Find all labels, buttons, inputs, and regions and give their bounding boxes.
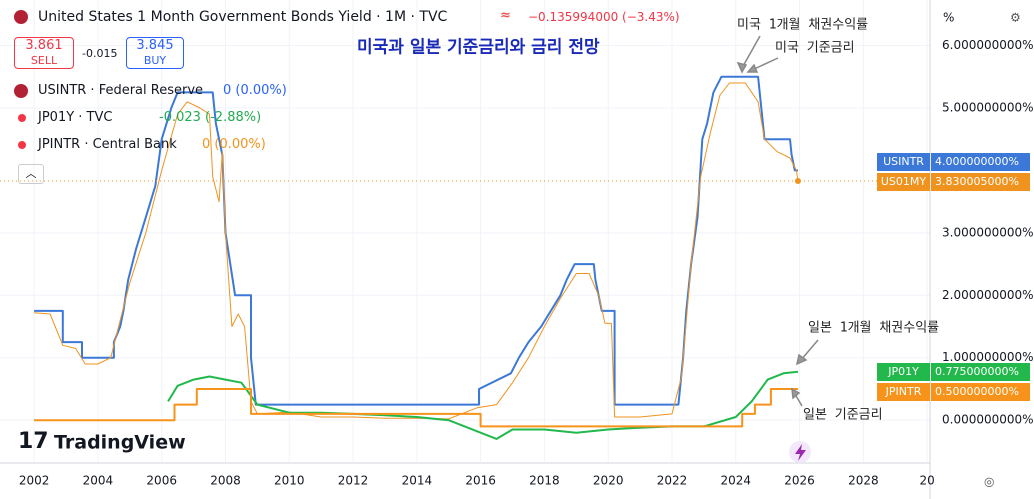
y-tick-label: 3.000000000%: [942, 225, 1034, 239]
y-tick-label: 1.000000000%: [942, 350, 1034, 364]
logo-mark: 17: [18, 429, 49, 454]
x-tick-label: 2004: [83, 474, 114, 488]
spread: -0.015: [82, 47, 118, 60]
sell-price: 3.861: [25, 38, 63, 53]
annotation: 일본 1개월 채권수익률: [808, 321, 939, 336]
legend-value: 0 (0.00%): [202, 137, 266, 152]
x-tick-label: 2012: [338, 474, 369, 488]
chart-title: 미국과 일본 기준금리와 금리 전망: [357, 38, 600, 58]
x-tick-label: 2006: [146, 474, 177, 488]
price-label-value: 0.500000000%: [931, 383, 1030, 401]
legend-label: USINTR · Federal Reserve: [38, 83, 204, 98]
x-tick-label: 2014: [402, 474, 433, 488]
y-tick-label: 2.000000000%: [942, 288, 1034, 302]
compare-icon[interactable]: ≈: [500, 8, 511, 23]
buy-price: 3.845: [136, 38, 174, 53]
series-line: [167, 370, 799, 440]
annotation: 미국 1개월 채권수익률: [737, 18, 868, 33]
legend-label: JPINTR · Central Bank: [38, 137, 177, 152]
price-label-name: US01MY: [877, 173, 930, 191]
icon-bolt: [795, 444, 806, 461]
legend-value: -0.023 (-2.88%): [159, 110, 262, 125]
x-tick-label: 2016: [465, 474, 496, 488]
series-line: [34, 388, 798, 428]
y-tick-label: 0.000000000%: [942, 413, 1034, 427]
x-tick-label: 2022: [657, 474, 688, 488]
x-tick-label: 2002: [19, 474, 50, 488]
price-label-value: 4.000000000%: [931, 153, 1030, 171]
flag: [14, 10, 28, 24]
sell-label: SELL: [30, 54, 58, 67]
x-tick-label: 2008: [210, 474, 241, 488]
collapse-button[interactable]: ︿: [18, 164, 44, 184]
y-tick-label: 5.000000000%: [942, 101, 1034, 115]
legend-icon: [18, 141, 26, 149]
legend-label: JP01Y · TVC: [38, 110, 113, 125]
x-tick-label: 2010: [274, 474, 305, 488]
settings-icon[interactable]: ◎: [984, 475, 994, 489]
change: −0.135994000 (−3.43%): [528, 10, 680, 24]
last-point: [794, 178, 801, 185]
series-line: [34, 75, 798, 406]
buy-button[interactable]: 3.845 BUY: [126, 37, 184, 69]
axis-unit: %: [943, 11, 954, 25]
y-tick-label: 6.000000000%: [942, 38, 1034, 52]
price-label-name: JPINTR: [877, 383, 930, 401]
series-line: [34, 82, 799, 420]
legend-icon: [18, 114, 26, 122]
legend-value: 0 (0.00%): [223, 83, 287, 98]
price-label-value: 0.775000000%: [931, 363, 1030, 381]
arrows: [736, 35, 819, 407]
x-tick-label: 2020: [593, 474, 624, 488]
buy-label: BUY: [143, 54, 167, 67]
price-label-value: 3.830005000%: [931, 173, 1030, 191]
price-label-name: USINTR: [877, 153, 930, 171]
price-label-name: JP01Y: [877, 363, 930, 381]
annotation: 일본 기준금리: [803, 408, 883, 423]
x-tick-label: 2028: [848, 474, 879, 488]
x-tick-label: 2026: [784, 474, 815, 488]
sell-button[interactable]: 3.861 SELL: [14, 37, 74, 69]
annotation: 미국 기준금리: [775, 41, 855, 56]
symbol-title: United States 1 Month Government Bonds Y…: [38, 9, 448, 25]
x-tick-label: 2024: [720, 474, 751, 488]
brand: TradingView: [54, 432, 186, 454]
legend-icon: [14, 84, 28, 98]
x-tick-label: 2018: [529, 474, 560, 488]
x-tick-label: 20: [919, 474, 934, 488]
settings[interactable]: ⚙: [1010, 11, 1021, 25]
